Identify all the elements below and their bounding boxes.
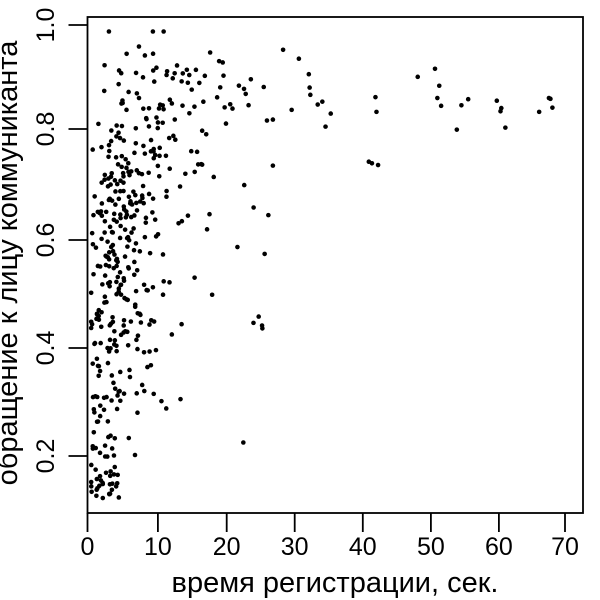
svg-text:1.0: 1.0 — [32, 8, 60, 43]
svg-text:30: 30 — [281, 533, 309, 561]
svg-text:70: 70 — [551, 533, 579, 561]
svg-text:20: 20 — [213, 533, 241, 561]
svg-text:50: 50 — [417, 533, 445, 561]
svg-text:0: 0 — [81, 533, 95, 561]
svg-text:0.4: 0.4 — [32, 331, 60, 366]
svg-text:40: 40 — [349, 533, 377, 561]
svg-text:обращение к лицу коммуниканта: обращение к лицу коммуниканта — [0, 40, 24, 486]
svg-text:0.6: 0.6 — [32, 223, 60, 258]
svg-text:0.2: 0.2 — [32, 439, 60, 474]
svg-text:60: 60 — [485, 533, 513, 561]
svg-text:время регистрации, сек.: время регистрации, сек. — [172, 567, 499, 599]
svg-text:0.8: 0.8 — [32, 112, 60, 147]
svg-text:10: 10 — [144, 533, 172, 561]
